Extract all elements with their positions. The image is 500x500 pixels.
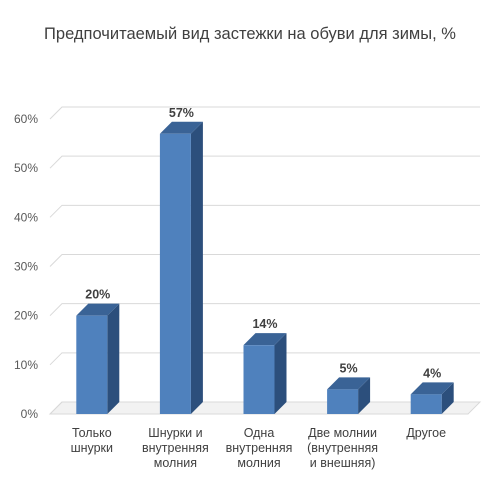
bar-top (327, 377, 371, 390)
y-tick-label: 30% (14, 260, 38, 274)
y-tick-label: 10% (14, 358, 38, 372)
data-label: 20% (85, 288, 110, 302)
data-label: 4% (423, 366, 441, 380)
category-label: Шнурки и (148, 426, 202, 440)
bar-side (190, 121, 203, 414)
bar-side (274, 333, 287, 414)
bar (159, 133, 191, 414)
category-label: Две молнии (308, 426, 377, 440)
y-tick-label: 60% (14, 112, 38, 126)
category-label: внутренняя (226, 441, 293, 455)
category-label: Только (72, 426, 112, 440)
bar-top (243, 333, 287, 346)
bar-side (441, 382, 454, 414)
chart-title: Предпочитаемый вид застежки на обуви для… (44, 25, 456, 43)
bar (410, 394, 442, 414)
category-label: (внутренняя (307, 441, 378, 455)
category-label: Другое (406, 426, 446, 440)
category-label: Одна (244, 426, 275, 440)
category-label: молния (237, 456, 280, 470)
category-label: шнурки (71, 441, 113, 455)
category-label: молния (154, 456, 197, 470)
bar (327, 389, 359, 414)
bar-side (358, 377, 371, 414)
y-tick-label: 50% (14, 161, 38, 175)
gridline (49, 303, 480, 317)
bar (243, 345, 275, 414)
gridline (49, 155, 480, 169)
category-label: внутренняя (142, 441, 209, 455)
gridline (49, 352, 480, 366)
bar-top (76, 303, 120, 316)
bar-side (107, 303, 120, 414)
y-tick-label: 20% (14, 309, 38, 323)
data-label: 5% (340, 361, 358, 375)
category-label: и внешняя) (310, 456, 376, 470)
data-label: 57% (169, 106, 194, 120)
bar-top (159, 121, 203, 134)
bar-top (410, 382, 454, 395)
gridline (49, 204, 480, 218)
gridline (49, 106, 480, 120)
y-tick-label: 0% (21, 407, 39, 421)
y-tick-label: 40% (14, 210, 38, 224)
gridline (49, 254, 480, 267)
data-label: 14% (252, 317, 277, 331)
bar (76, 315, 108, 414)
